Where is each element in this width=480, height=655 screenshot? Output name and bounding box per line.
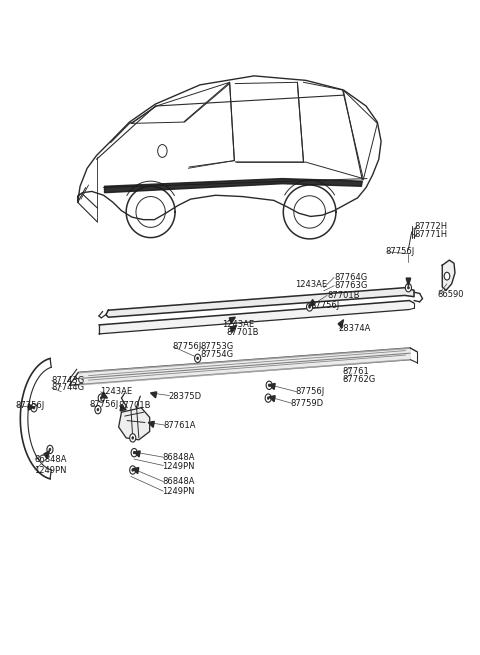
Circle shape bbox=[132, 437, 134, 440]
Text: 1249PN: 1249PN bbox=[162, 462, 195, 471]
Circle shape bbox=[97, 408, 99, 411]
Text: 87772H: 87772H bbox=[414, 221, 447, 231]
Polygon shape bbox=[230, 326, 236, 333]
Polygon shape bbox=[442, 260, 455, 290]
Text: 86848A: 86848A bbox=[162, 477, 195, 486]
Circle shape bbox=[197, 357, 199, 360]
Circle shape bbox=[267, 397, 269, 400]
Circle shape bbox=[157, 145, 167, 157]
Polygon shape bbox=[120, 405, 126, 411]
Circle shape bbox=[444, 272, 450, 280]
Polygon shape bbox=[229, 317, 235, 324]
Polygon shape bbox=[28, 404, 34, 410]
Text: 87756J: 87756J bbox=[89, 400, 119, 409]
Polygon shape bbox=[106, 288, 414, 317]
Text: 86590: 86590 bbox=[438, 290, 464, 299]
Text: 87744G: 87744G bbox=[51, 383, 84, 392]
Text: 87756J: 87756J bbox=[296, 387, 325, 396]
Text: 87743G: 87743G bbox=[51, 375, 84, 384]
Text: 1243AE: 1243AE bbox=[222, 320, 254, 329]
Text: 87756J: 87756J bbox=[386, 247, 415, 256]
Text: 87701B: 87701B bbox=[227, 328, 259, 337]
Circle shape bbox=[307, 303, 312, 311]
Circle shape bbox=[132, 469, 134, 472]
Text: 86848A: 86848A bbox=[162, 453, 195, 462]
Circle shape bbox=[130, 434, 136, 442]
Circle shape bbox=[131, 449, 137, 457]
Polygon shape bbox=[101, 392, 108, 398]
Polygon shape bbox=[406, 278, 411, 286]
Polygon shape bbox=[105, 179, 362, 193]
Text: 1249PN: 1249PN bbox=[162, 487, 195, 496]
Circle shape bbox=[309, 306, 311, 309]
Text: 28375D: 28375D bbox=[168, 392, 202, 401]
Text: 87761: 87761 bbox=[343, 367, 369, 376]
Circle shape bbox=[194, 354, 201, 362]
Text: 87754G: 87754G bbox=[200, 350, 233, 359]
Circle shape bbox=[408, 286, 409, 289]
Circle shape bbox=[405, 284, 411, 292]
Polygon shape bbox=[269, 384, 275, 390]
Text: 87756J: 87756J bbox=[173, 343, 202, 351]
Circle shape bbox=[265, 394, 271, 402]
Circle shape bbox=[33, 407, 35, 409]
Text: 28374A: 28374A bbox=[339, 324, 371, 333]
Circle shape bbox=[266, 381, 272, 390]
Polygon shape bbox=[79, 348, 410, 385]
Text: 87701B: 87701B bbox=[327, 291, 360, 300]
Text: 87771H: 87771H bbox=[414, 230, 447, 239]
Text: 87753G: 87753G bbox=[200, 343, 233, 351]
Polygon shape bbox=[119, 407, 150, 440]
Text: 87761A: 87761A bbox=[164, 421, 196, 430]
Polygon shape bbox=[338, 320, 344, 328]
Circle shape bbox=[49, 448, 51, 451]
Circle shape bbox=[130, 466, 136, 474]
Text: 1249PN: 1249PN bbox=[34, 466, 66, 475]
Text: 1243AE: 1243AE bbox=[296, 280, 328, 289]
Circle shape bbox=[95, 405, 101, 414]
Polygon shape bbox=[309, 299, 315, 306]
Polygon shape bbox=[99, 301, 409, 334]
Text: 1243AE: 1243AE bbox=[100, 387, 132, 396]
Polygon shape bbox=[269, 396, 275, 402]
Text: 87701B: 87701B bbox=[119, 402, 151, 410]
Circle shape bbox=[100, 397, 102, 400]
Circle shape bbox=[133, 451, 135, 454]
Polygon shape bbox=[133, 468, 139, 474]
Text: 87756J: 87756J bbox=[311, 301, 340, 310]
Text: 87756J: 87756J bbox=[15, 402, 44, 410]
Circle shape bbox=[47, 445, 53, 454]
Text: 87759D: 87759D bbox=[291, 399, 324, 408]
Text: 87763G: 87763G bbox=[334, 281, 368, 290]
Polygon shape bbox=[44, 451, 49, 458]
Circle shape bbox=[268, 384, 270, 386]
Polygon shape bbox=[148, 421, 154, 427]
Circle shape bbox=[31, 403, 37, 412]
Circle shape bbox=[98, 394, 104, 402]
Text: 87762G: 87762G bbox=[343, 375, 376, 384]
Text: 86848A: 86848A bbox=[34, 455, 66, 464]
Polygon shape bbox=[151, 392, 156, 398]
Polygon shape bbox=[134, 451, 140, 457]
Text: 87764G: 87764G bbox=[334, 273, 367, 282]
